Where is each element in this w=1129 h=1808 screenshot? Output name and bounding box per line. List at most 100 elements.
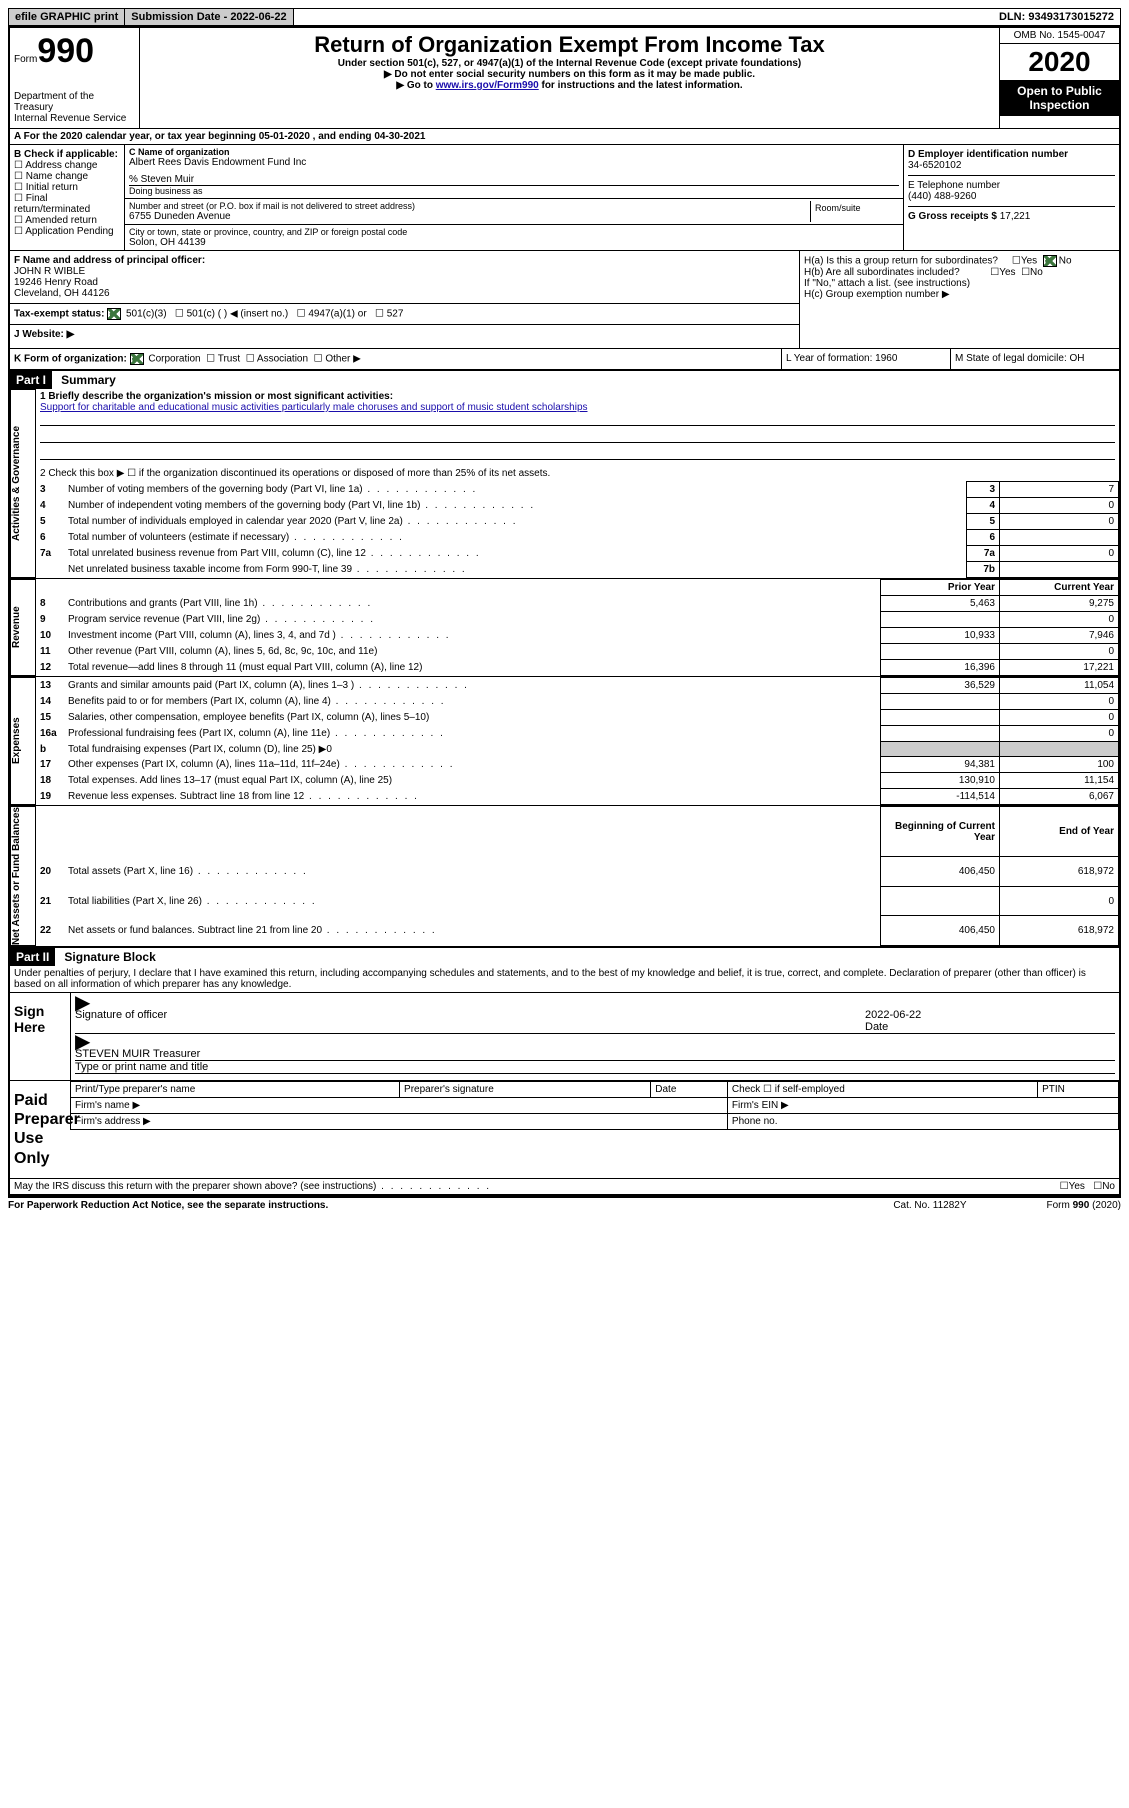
subtitle-3: ▶ Go to www.irs.gov/Form990 for instruct…: [144, 80, 995, 91]
firm-ein-label: Firm's EIN ▶: [727, 1098, 1118, 1114]
prep-date-header: Date: [651, 1082, 728, 1098]
check-self-employed[interactable]: Check ☐ if self-employed: [727, 1082, 1037, 1098]
side-label-expenses: Expenses: [10, 677, 36, 805]
street-address: 6755 Duneden Avenue: [129, 211, 810, 222]
part-i-header: Part I: [10, 371, 52, 389]
sig-officer-label: Signature of officer: [75, 1009, 865, 1033]
year-formation: L Year of formation: 1960: [781, 349, 950, 369]
prior-12: 16,396: [881, 660, 1000, 676]
form-container: Form990 Department of the Treasury Inter…: [8, 26, 1121, 1196]
check-final-return[interactable]: ☐ Final return/terminated: [14, 193, 120, 215]
check-pending[interactable]: ☐ Application Pending: [14, 226, 120, 237]
check-h-a-no[interactable]: [1043, 255, 1057, 267]
gross-receipts: 17,221: [1000, 211, 1031, 222]
state-domicile: M State of legal domicile: OH: [950, 349, 1119, 369]
beg-22: 406,450: [881, 916, 1000, 946]
box-f: F Name and address of principal officer:…: [14, 255, 795, 299]
side-label-revenue: Revenue: [10, 579, 36, 676]
beg-21: [881, 886, 1000, 916]
part-ii-title: Signature Block: [58, 948, 161, 966]
instructions-link[interactable]: www.irs.gov/Form990: [436, 80, 539, 91]
mission-text[interactable]: Support for charitable and educational m…: [40, 402, 588, 413]
irs-discuss-row: May the IRS discuss this return with the…: [10, 1178, 1119, 1194]
phone-value: (440) 488-9260: [908, 191, 1115, 202]
val-line-3: 7: [1000, 482, 1119, 498]
top-bar: efile GRAPHIC print Submission Date - 20…: [8, 8, 1121, 26]
page-title: Return of Organization Exempt From Incom…: [144, 32, 995, 58]
form-header: Form990 Department of the Treasury Inter…: [10, 28, 1119, 129]
org-name: Albert Rees Davis Endowment Fund Inc: [129, 157, 899, 168]
row-k: K Form of organization: Corporation ☐ Tr…: [10, 349, 1119, 371]
val-line-4: 0: [1000, 498, 1119, 514]
part-i-title: Summary: [55, 371, 122, 389]
prior-10: 10,933: [881, 628, 1000, 644]
val-line-7a: 0: [1000, 546, 1119, 562]
prior-16a: [881, 726, 1000, 742]
part-ii-header: Part II: [10, 948, 55, 966]
officer-name: STEVEN MUIR Treasurer: [75, 1048, 1115, 1060]
check-501c3[interactable]: [107, 308, 121, 320]
check-address-change[interactable]: ☐ Address change: [14, 160, 120, 171]
row-j-website: J Website: ▶: [10, 324, 799, 344]
paid-preparer-label: Paid Preparer Use Only: [10, 1081, 70, 1178]
check-initial-return[interactable]: ☐ Initial return: [14, 182, 120, 193]
curr-13: 11,054: [1000, 678, 1119, 694]
beg-20: 406,450: [881, 857, 1000, 887]
side-label-governance: Activities & Governance: [10, 389, 36, 578]
check-amended[interactable]: ☐ Amended return: [14, 215, 120, 226]
efile-button[interactable]: efile GRAPHIC print: [9, 9, 125, 25]
sig-date-val: 2022-06-22: [865, 1009, 921, 1021]
check-corporation[interactable]: [130, 353, 144, 365]
row-i-tax-exempt: Tax-exempt status: 501(c)(3) ☐ 501(c) ( …: [10, 303, 799, 324]
page-footer: For Paperwork Reduction Act Notice, see …: [8, 1196, 1121, 1211]
side-label-net-assets: Net Assets or Fund Balances: [10, 806, 36, 946]
subtitle-1: Under section 501(c), 527, or 4947(a)(1)…: [144, 58, 995, 69]
curr-12: 17,221: [1000, 660, 1119, 676]
prior-8: 5,463: [881, 596, 1000, 612]
ptin-label: PTIN: [1038, 1082, 1119, 1098]
col-current-year: Current Year: [1000, 580, 1119, 596]
prior-13: 36,529: [881, 678, 1000, 694]
submission-date: Submission Date - 2022-06-22: [125, 9, 293, 25]
curr-16b: [1000, 742, 1119, 757]
end-20: 618,972: [1000, 857, 1119, 887]
curr-17: 100: [1000, 757, 1119, 773]
prep-name-header: Print/Type preparer's name: [71, 1082, 400, 1098]
val-line-6: [1000, 530, 1119, 546]
box-d-e-g: D Employer identification number 34-6520…: [904, 145, 1119, 250]
end-22: 618,972: [1000, 916, 1119, 946]
box-b: B Check if applicable: ☐ Address change …: [10, 145, 125, 250]
declaration-text: Under penalties of perjury, I declare th…: [10, 966, 1119, 992]
prior-17: 94,381: [881, 757, 1000, 773]
curr-14: 0: [1000, 694, 1119, 710]
box-c: C Name of organization Albert Rees Davis…: [125, 145, 904, 250]
phone-label: Phone no.: [727, 1114, 1118, 1130]
omb-number: OMB No. 1545-0047: [1000, 28, 1119, 44]
curr-8: 9,275: [1000, 596, 1119, 612]
subtitle-2: ▶ Do not enter social security numbers o…: [144, 69, 995, 80]
prior-19: -114,514: [881, 789, 1000, 805]
care-of: % Steven Muir: [129, 174, 899, 185]
val-line-5: 0: [1000, 514, 1119, 530]
check-name-change[interactable]: ☐ Name change: [14, 171, 120, 182]
curr-16a: 0: [1000, 726, 1119, 742]
prior-14: [881, 694, 1000, 710]
col-end: End of Year: [1000, 807, 1119, 857]
prior-9: [881, 612, 1000, 628]
end-21: 0: [1000, 886, 1119, 916]
prior-11: [881, 644, 1000, 660]
ein-value: 34-6520102: [908, 160, 1115, 171]
curr-18: 11,154: [1000, 773, 1119, 789]
box-h: H(a) Is this a group return for subordin…: [799, 251, 1119, 348]
city-state-zip: Solon, OH 44139: [129, 237, 899, 248]
form-number: Form990: [14, 32, 135, 71]
curr-15: 0: [1000, 710, 1119, 726]
curr-19: 6,067: [1000, 789, 1119, 805]
row-a-tax-year: A For the 2020 calendar year, or tax yea…: [10, 129, 1119, 145]
prep-sig-header: Preparer's signature: [400, 1082, 651, 1098]
line-2: 2 Check this box ▶ ☐ if the organization…: [36, 466, 1119, 482]
tax-year: 2020: [1000, 44, 1119, 80]
val-line-7b: [1000, 562, 1119, 578]
sign-here-label: Sign Here: [10, 993, 70, 1080]
firm-name-label: Firm's name ▶: [71, 1098, 728, 1114]
